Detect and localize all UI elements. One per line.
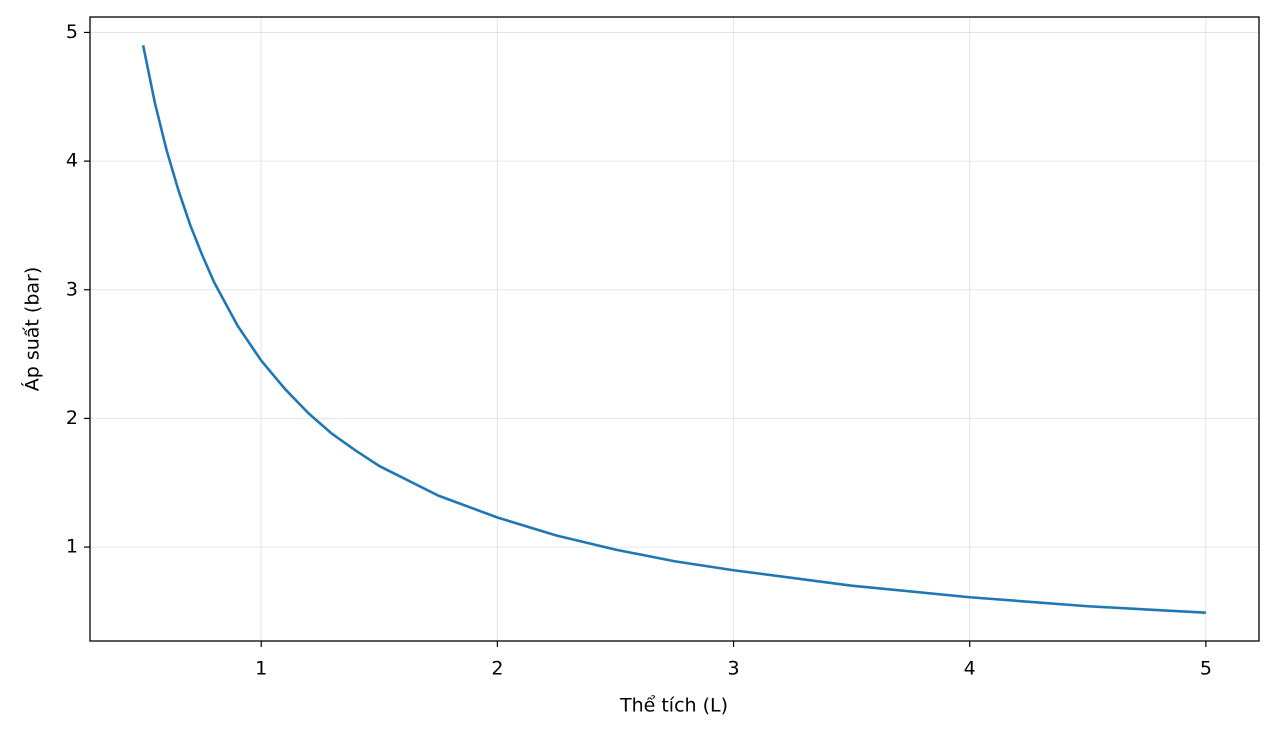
y-tick-label: 2	[66, 407, 78, 429]
y-axis-label: Áp suất (bar)	[21, 267, 44, 392]
y-tick-label: 4	[66, 150, 78, 172]
y-tick-label: 1	[66, 536, 78, 558]
x-tick-label: 5	[1200, 658, 1212, 680]
x-tick-label: 2	[491, 658, 503, 680]
x-tick-label: 1	[255, 658, 267, 680]
line-series	[141, 45, 1206, 614]
plot-frame	[89, 16, 1260, 642]
y-tick-label: 5	[66, 21, 78, 43]
x-tick-label: 3	[727, 658, 739, 680]
x-axis-label: Thể tích (L)	[619, 695, 728, 717]
x-tick-label: 4	[964, 658, 976, 680]
y-tick-label: 3	[66, 278, 78, 300]
